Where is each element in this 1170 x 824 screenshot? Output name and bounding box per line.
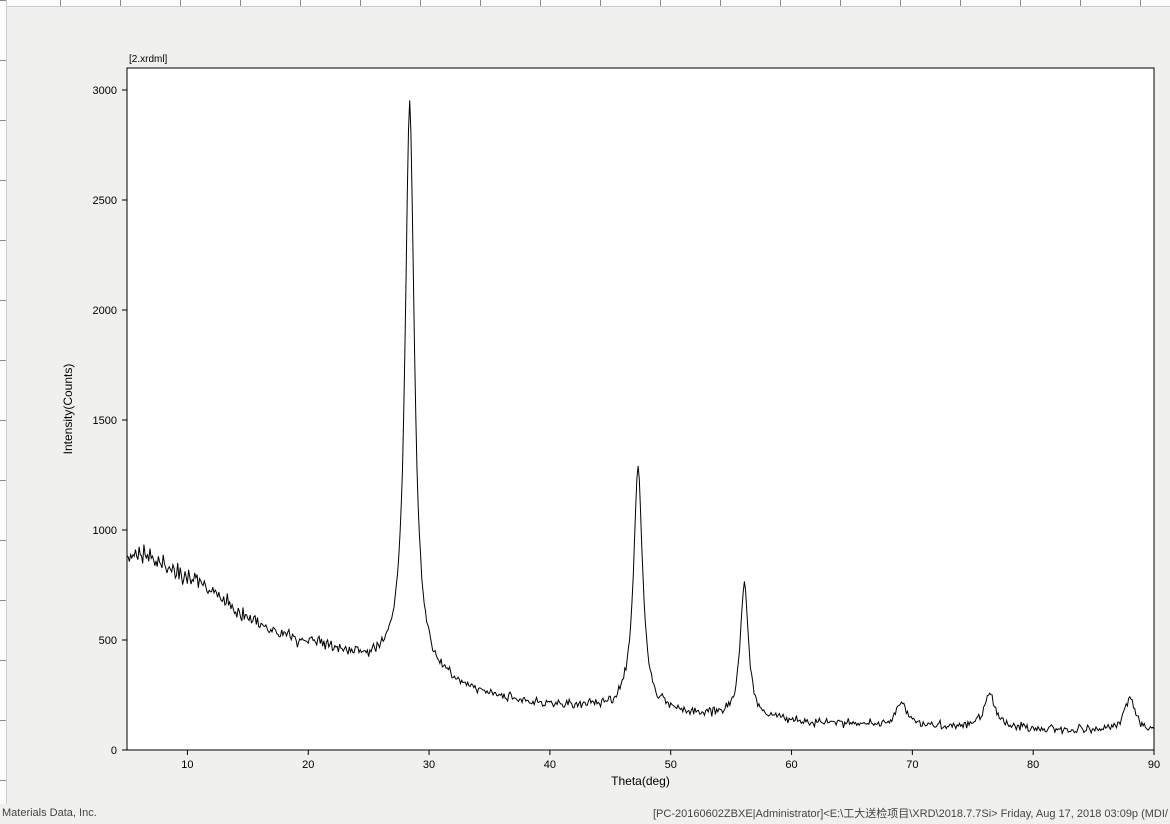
footer-right-text: [PC-20160602ZBXE|Administrator]<E:\工大送检项…	[653, 805, 1168, 821]
footer-left-text: Materials Data, Inc.	[2, 807, 97, 819]
svg-text:1000: 1000	[93, 525, 117, 537]
svg-text:40: 40	[544, 759, 556, 771]
svg-text:500: 500	[99, 635, 117, 647]
svg-text:0: 0	[111, 745, 117, 757]
ruler-left	[0, 0, 7, 804]
svg-text:2500: 2500	[93, 195, 117, 207]
ruler-top	[0, 0, 1170, 7]
chart-container: 10 20 30 40 50 60 70 80 90 Theta(deg) 0 500 1000 1500…	[12, 10, 1162, 802]
footer-bar: Materials Data, Inc. [PC-20160602ZBXE|Ad…	[0, 804, 1170, 824]
svg-text:60: 60	[785, 759, 797, 771]
svg-text:50: 50	[665, 759, 677, 771]
svg-text:2000: 2000	[93, 305, 117, 317]
svg-text:1500: 1500	[93, 415, 117, 427]
svg-text:20: 20	[302, 759, 314, 771]
svg-text:3000: 3000	[93, 85, 117, 97]
svg-text:10: 10	[181, 759, 193, 771]
svg-text:90: 90	[1148, 759, 1160, 771]
series-label: [2.xrdml]	[129, 54, 168, 65]
svg-text:80: 80	[1027, 759, 1039, 771]
svg-text:70: 70	[906, 759, 918, 771]
xrd-chart: 10 20 30 40 50 60 70 80 90 Theta(deg) 0 500 1000 1500…	[12, 10, 1162, 802]
svg-text:30: 30	[423, 759, 435, 771]
svg-text:Theta(deg): Theta(deg)	[611, 774, 670, 788]
svg-text:Intensity(Counts): Intensity(Counts)	[61, 364, 75, 455]
